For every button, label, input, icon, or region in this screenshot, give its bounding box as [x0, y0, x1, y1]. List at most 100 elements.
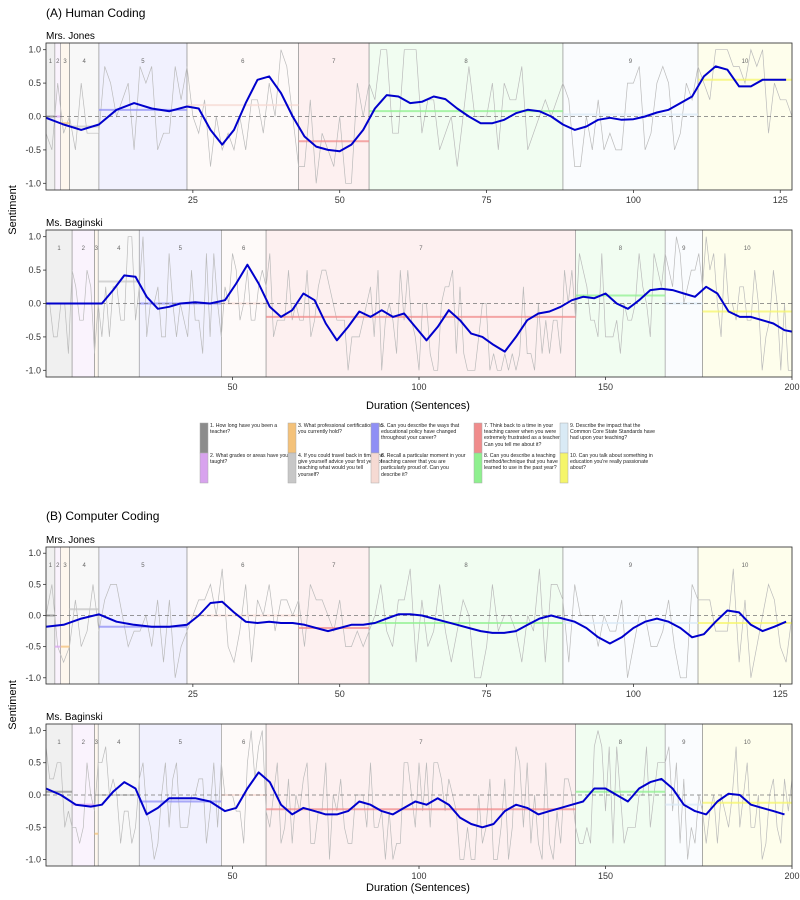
segment-label: 6 [241, 563, 245, 569]
segment-label: 3 [63, 563, 67, 569]
legend-text: 2. What grades or areas have you taught? [210, 453, 289, 466]
segment-label: 1 [49, 563, 53, 569]
x-tick-label: 125 [773, 689, 788, 699]
x-tick-label: 100 [626, 689, 641, 699]
segment-label: 10 [744, 740, 751, 746]
raw-sentiment-line [45, 730, 793, 860]
segment-label: 9 [629, 563, 633, 569]
panel-title: Mrs. Jones [46, 31, 95, 42]
panel-title: Ms. Baginski [46, 712, 103, 723]
y-axis-title-human: Sentiment [7, 185, 19, 235]
x-tick-label: 100 [626, 195, 641, 205]
legend-text: 9. Describe the impact that the Common C… [570, 423, 656, 442]
x-axis-title-human: Duration (Sentences) [366, 400, 470, 412]
x-tick-label: 75 [482, 195, 492, 205]
legend-text: 3. What professional certifications do y… [298, 423, 383, 436]
y-tick-label: -1.0 [25, 673, 41, 683]
legend-item: 1. How long have you been a teacher? [199, 422, 278, 454]
section-title-human-coding: (A) Human Coding [46, 6, 145, 20]
y-tick-label: 1.0 [28, 232, 41, 242]
segment-label: 10 [742, 59, 749, 65]
segment-label: 8 [464, 59, 468, 65]
segment-label: 1 [57, 246, 61, 252]
y-tick-label: -0.5 [25, 822, 41, 832]
segment-label: 3 [95, 740, 99, 746]
segment-label: 3 [63, 59, 67, 65]
x-tick-label: 50 [335, 689, 345, 699]
segment-label: 7 [419, 740, 423, 746]
segment-label: 5 [179, 246, 183, 252]
segment-label: 7 [419, 246, 423, 252]
legend-item: 2. What grades or areas have you taught? [199, 452, 289, 484]
x-tick-label: 150 [598, 382, 613, 392]
segment-label: 8 [619, 246, 623, 252]
legend-swatch [473, 422, 483, 454]
x-tick-label: 25 [188, 195, 198, 205]
x-tick-label: 50 [335, 195, 345, 205]
legend-item: 6. Recall a particular moment in your te… [370, 452, 466, 484]
legend-text: 4. If you could travel back in time and … [298, 453, 384, 478]
legend-item: 10. Can you talk about something in educ… [559, 452, 653, 484]
segment-label: 8 [619, 740, 623, 746]
x-tick-label: 50 [227, 382, 237, 392]
legend-swatch [199, 452, 209, 484]
segment-label: 7 [332, 563, 336, 569]
legend-item: 4. If you could travel back in time and … [287, 452, 384, 484]
y-tick-label: -1.0 [25, 855, 41, 865]
x-tick-label: 200 [784, 382, 799, 392]
y-tick-label: 0.0 [28, 112, 41, 122]
segment-label: 6 [242, 740, 246, 746]
y-tick-label: 0.0 [28, 611, 41, 621]
x-axis-title-computer: Duration (Sentences) [366, 882, 470, 894]
x-tick-label: 25 [188, 689, 198, 699]
smoothed-sentiment-line [45, 65, 787, 153]
question-legend: 1. How long have you been a teacher? 2. W… [199, 422, 656, 484]
y-tick-label: 0.5 [28, 78, 41, 88]
legend-text: 1. How long have you been a teacher? [210, 423, 278, 436]
segment-label: 4 [83, 563, 87, 569]
y-tick-label: -1.0 [25, 365, 41, 375]
legend-text: 8. Can you describe a teaching method/te… [484, 453, 558, 472]
y-tick-label: 0.5 [28, 579, 41, 589]
chart-panel: Mrs. Jones 1 2 3 4 5 6 7 8 9 10 -1.0 -0.5 0.0 0.5 1.0 25… [25, 535, 793, 699]
y-tick-label: 1.0 [28, 45, 41, 55]
y-tick-label: 0.0 [28, 299, 41, 309]
chart-panel: Ms. Baginski 1 2 3 4 5 6 7 8 9 10 -1.0 -0.5 0.0 0.5 1.0… [25, 218, 799, 392]
segment-label: 5 [179, 740, 183, 746]
segment-label: 6 [242, 246, 246, 252]
legend-item: 9. Describe the impact that the Common C… [559, 422, 656, 454]
legend-item: 3. What professional certifications do y… [287, 422, 383, 454]
legend-item: 8. Can you describe a teaching method/te… [473, 452, 558, 484]
segment-label: 9 [682, 246, 686, 252]
segment-label: 2 [82, 740, 86, 746]
segment-label: 5 [141, 563, 145, 569]
segment-label: 2 [56, 59, 60, 65]
legend-swatch [287, 422, 297, 454]
legend-swatch [559, 422, 569, 454]
x-tick-label: 75 [482, 689, 492, 699]
legend-item: 5. Can you describe the ways that educat… [370, 422, 459, 454]
panel-title: Ms. Baginski [46, 218, 103, 229]
chart-panel: Ms. Baginski 1 2 3 4 5 6 7 8 9 10 -1.0 -0.5 0.0 0.5 1.0… [25, 712, 799, 881]
legend-text: 10. Can you talk about something in educ… [570, 453, 653, 472]
segment-label: 2 [82, 246, 86, 252]
x-tick-label: 100 [411, 382, 426, 392]
legend-swatch [473, 452, 483, 484]
x-tick-label: 50 [227, 871, 237, 881]
y-tick-label: 0.0 [28, 790, 41, 800]
legend-swatch [287, 452, 297, 484]
segment-label: 1 [49, 59, 53, 65]
raw-sentiment-line [45, 48, 793, 184]
y-tick-label: 0.5 [28, 758, 41, 768]
chart-panel: Mrs. Jones 1 2 3 4 5 6 7 8 9 10 -1.0 -0.5 0.0 0.5 1.0 25… [25, 31, 793, 205]
legend-text: 6. Recall a particular moment in your te… [381, 453, 466, 478]
smoothed-sentiment-line [45, 600, 787, 645]
y-tick-label: 0.5 [28, 265, 41, 275]
segment-label: 9 [629, 59, 633, 65]
segment-label: 3 [95, 246, 99, 252]
y-tick-label: -0.5 [25, 642, 41, 652]
segment-label: 6 [241, 59, 245, 65]
y-tick-label: -0.5 [25, 332, 41, 342]
x-tick-label: 125 [773, 195, 788, 205]
